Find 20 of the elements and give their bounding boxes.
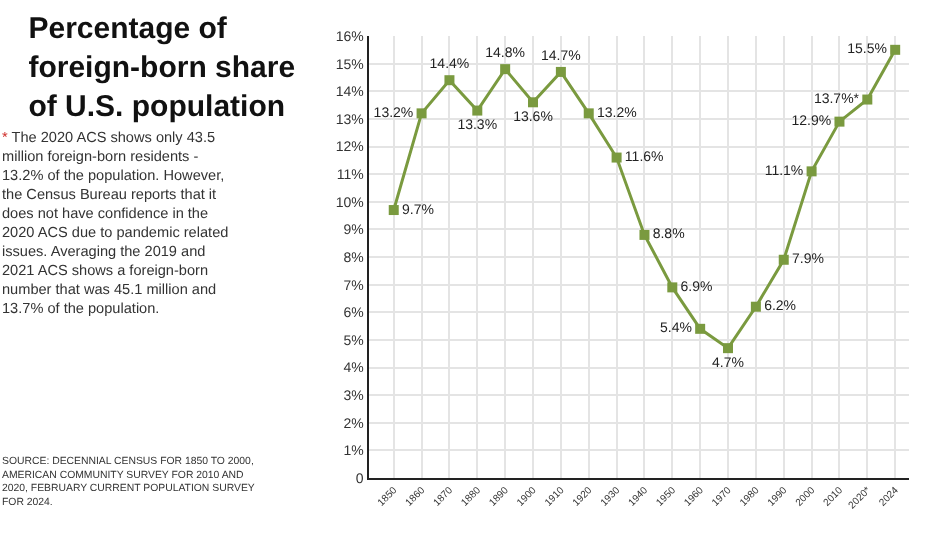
point [667,282,678,293]
point [862,94,873,105]
point [723,343,734,354]
point [834,116,845,127]
point [611,152,622,163]
point [472,105,483,116]
point [583,108,594,119]
point [416,108,427,119]
point [778,254,789,265]
point [555,66,566,77]
point [890,44,901,55]
point [639,229,650,240]
point [500,64,511,75]
point [444,75,455,86]
point [388,205,399,216]
point [750,301,761,312]
point [528,97,539,108]
point [695,323,706,334]
text: Percentage of foreign-born share of U.S. population [28,12,296,125]
point [806,166,817,177]
